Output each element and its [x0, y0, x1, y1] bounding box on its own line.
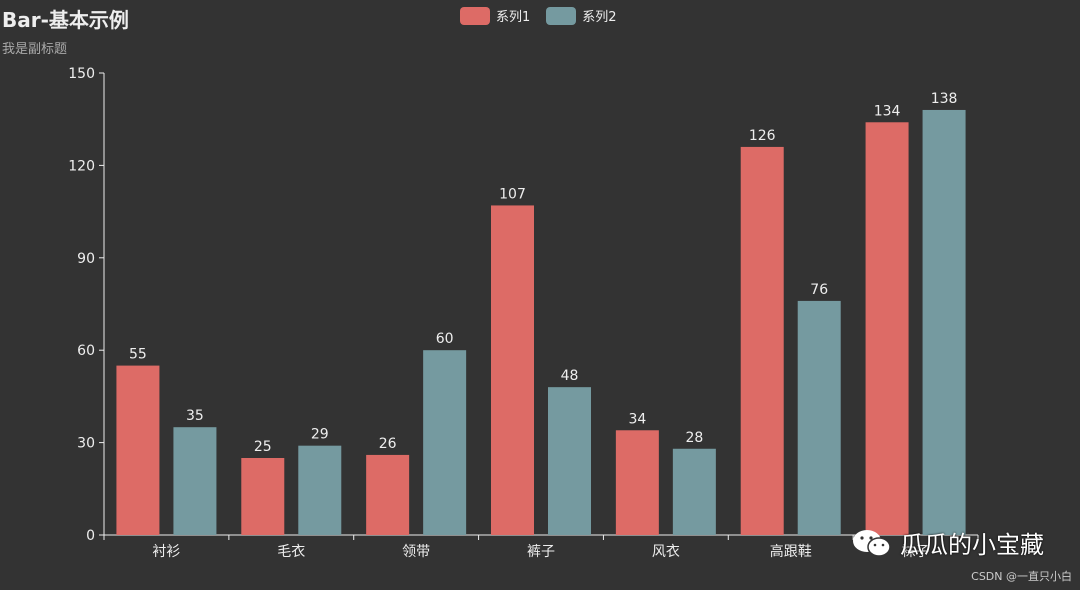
credit-text: CSDN @一直只小白	[971, 570, 1072, 583]
bar-series-2-3	[548, 387, 591, 535]
bar-series-2-0	[173, 427, 217, 535]
chart-subtitle: 我是副标题	[2, 42, 68, 57]
bar-series-2-4	[672, 448, 716, 535]
data-label-series-2-2: 60	[436, 331, 454, 347]
data-label-series-1-0: 55	[129, 347, 147, 363]
y-tick-label-1: 30	[77, 436, 95, 452]
bar-series-1-0	[116, 365, 160, 535]
bar-series-2-6	[922, 109, 966, 536]
data-label-series-1-4: 34	[628, 411, 646, 427]
bar-series-2-2	[423, 350, 467, 535]
y-tick-label-0: 0	[86, 528, 95, 544]
data-label-series-1-5: 126	[749, 128, 776, 144]
bar-series-2-5	[797, 300, 841, 535]
legend-swatch-series-1	[460, 6, 490, 25]
x-tick-label-6: 袜子	[902, 544, 930, 560]
bar-series-1-1	[241, 458, 285, 535]
data-label-series-2-6: 138	[931, 91, 958, 107]
x-tick-label-3: 裤子	[527, 544, 555, 560]
bar-series-1-4	[615, 430, 659, 535]
legend: 系列1 系列2	[460, 6, 617, 25]
legend-label-series-1: 系列1	[496, 10, 531, 25]
x-tick-label-0: 衬衫	[152, 544, 180, 560]
y-tick-label-3: 90	[77, 251, 95, 267]
data-label-series-1-2: 26	[379, 436, 397, 452]
wechat-icon	[852, 528, 892, 558]
legend-item-series-1[interactable]: 系列1	[460, 6, 530, 25]
data-label-series-2-5: 76	[810, 282, 828, 298]
x-tick-label-5: 高跟鞋	[770, 543, 812, 560]
data-label-series-1-3: 107	[499, 186, 526, 202]
bar-series-1-5	[740, 146, 784, 536]
data-label-series-1-1: 25	[254, 439, 272, 455]
bar-series-1-6	[865, 122, 909, 535]
bar-series-1-3	[491, 205, 534, 535]
data-label-series-2-1: 29	[311, 427, 329, 443]
watermark: 瓜瓜的小宝藏	[852, 525, 1044, 560]
y-tick-label-2: 60	[77, 343, 95, 359]
legend-swatch-series-2	[546, 6, 577, 25]
data-label-series-1-6: 134	[874, 103, 901, 119]
data-label-series-2-4: 28	[685, 430, 703, 446]
y-tick-label-5: 150	[68, 66, 95, 82]
bar-series-2-1	[298, 445, 342, 535]
chart-title: Bar-基本示例	[2, 8, 129, 32]
data-label-series-2-0: 35	[186, 408, 204, 424]
data-label-series-2-3: 48	[561, 368, 579, 384]
bar-series-1-2	[366, 454, 410, 535]
x-tick-label-4: 风衣	[652, 544, 680, 560]
y-tick-label-4: 120	[68, 158, 95, 174]
legend-item-series-2[interactable]: 系列2	[546, 6, 617, 25]
legend-label-series-2: 系列2	[582, 10, 617, 25]
x-tick-label-1: 毛衣	[277, 544, 305, 560]
watermark-text: 瓜瓜的小宝藏	[900, 531, 1044, 559]
x-tick-label-2: 领带	[402, 544, 430, 560]
